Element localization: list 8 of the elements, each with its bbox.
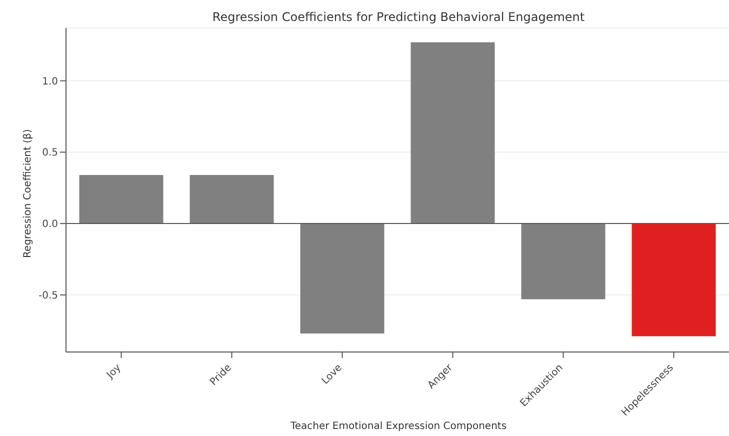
chart-title: Regression Coefficients for Predicting Behavioral Engagement — [211, 10, 586, 24]
y-axis-title: Regression Coefficient (β) — [22, 128, 34, 260]
x-axis-title: Teacher Emotional Expression Components — [289, 421, 508, 432]
y-tick-label: 0.0 — [42, 219, 58, 230]
y-tick-label: -0.5 — [38, 290, 58, 302]
y-tick-label: 0.5 — [42, 148, 58, 159]
y-tick-label: 1.0 — [42, 76, 58, 88]
x-tick-label: Joy — [104, 362, 124, 382]
